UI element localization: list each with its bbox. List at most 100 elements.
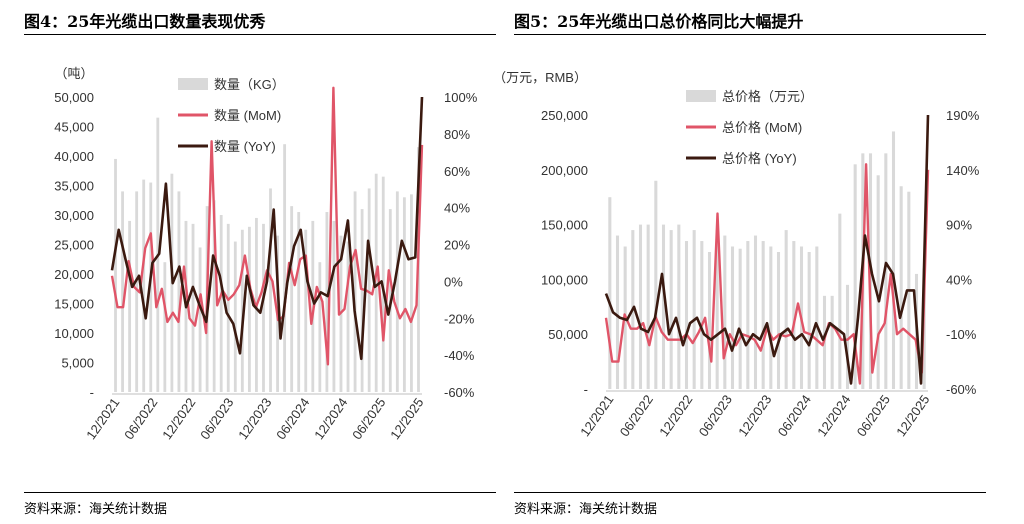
- bar-quantity: [318, 262, 322, 392]
- y-left-tick-label: -: [90, 385, 94, 400]
- bar-quantity: [395, 191, 399, 392]
- x-tick-label: 06/2024: [273, 395, 312, 442]
- y-left-tick-label: 100,000: [541, 272, 588, 287]
- bar-quantity: [669, 230, 673, 389]
- x-tick-label: 12/2025: [893, 392, 932, 439]
- bar-quantity: [730, 246, 735, 389]
- x-tick-label: 12/2023: [235, 395, 274, 442]
- y-left-tick-label: 45,000: [54, 120, 94, 135]
- line-yoy: [604, 114, 930, 385]
- y-right-tick-label: -60%: [946, 382, 977, 397]
- bar-quantity: [715, 230, 719, 389]
- bar-quantity: [247, 226, 251, 392]
- bar-quantity: [353, 191, 357, 392]
- x-tick-label: 12/2024: [311, 395, 350, 442]
- x-tick-label: 06/2022: [617, 392, 656, 439]
- bar-quantity: [769, 246, 773, 389]
- bar-quantity: [262, 223, 265, 392]
- x-tick-label: 12/2025: [387, 395, 426, 442]
- legend-swatch-bar: [178, 78, 208, 90]
- legend-label: 总价格（万元）: [722, 89, 813, 104]
- source-rule: [514, 492, 986, 493]
- y-left-tick-label: 50,000: [548, 327, 588, 342]
- bar-quantity: [646, 224, 650, 389]
- y-right-tick-label: -10%: [946, 327, 977, 342]
- y-right-tick-label: 100%: [444, 90, 478, 105]
- y-left-tick-label: 250,000: [541, 108, 588, 123]
- y-left-tick-label: 30,000: [54, 208, 94, 223]
- bar-quantity: [661, 224, 666, 389]
- bar-quantity: [163, 262, 167, 392]
- bar-quantity: [402, 197, 406, 392]
- bar-quantity: [304, 229, 308, 392]
- x-tick-label: 12/2024: [814, 392, 853, 439]
- bar-quantity: [346, 241, 350, 392]
- bar-quantity: [135, 191, 139, 392]
- x-tick-label: 12/2022: [656, 392, 695, 439]
- bar-quantity: [838, 213, 842, 389]
- bar-quantity: [226, 223, 230, 392]
- line-yoy: [110, 96, 424, 361]
- bar-quantity: [177, 191, 181, 392]
- bar-quantity: [884, 153, 888, 389]
- x-tick-label: 06/2025: [854, 392, 893, 439]
- bar-quantity: [191, 223, 195, 392]
- source-note: 资料来源：海关统计数据: [24, 502, 168, 517]
- y-right-tick-label: -60%: [444, 385, 475, 400]
- bar-quantity: [269, 188, 272, 392]
- bar-quantity: [654, 180, 658, 389]
- y-left-tick-label: 35,000: [54, 179, 94, 194]
- bar-quantity: [608, 197, 612, 389]
- bar-quantity: [360, 209, 364, 392]
- y-left-tick-label: 5,000: [61, 356, 94, 371]
- y-right-tick-label: 90%: [946, 218, 972, 233]
- x-tick-label: 12/2022: [159, 395, 198, 442]
- figure-4-chart: （吨） - 5,000 10,000 15,000 20,000 25,000 30,000 3…: [54, 66, 478, 442]
- bar-quantity: [219, 215, 223, 392]
- bar-quantity: [776, 252, 781, 389]
- source-note: 资料来源：海关统计数据: [514, 502, 658, 517]
- legend-label: 总价格 (MoM): [722, 120, 802, 135]
- bar-quantity: [815, 246, 819, 389]
- y-left-tick-label: 20,000: [54, 267, 94, 282]
- y-right-tick-label: 40%: [444, 201, 470, 216]
- bar-quantity: [638, 224, 643, 389]
- y-right-tick-label: 80%: [444, 127, 470, 142]
- bar-quantity: [700, 241, 704, 389]
- legend-label: 总价格 (YoY): [722, 151, 797, 166]
- x-tick-label: 06/2023: [696, 392, 735, 439]
- x-tick-label: 12/2023: [735, 392, 774, 439]
- bar-quantity: [121, 191, 124, 392]
- figure-title: 图4：25年光缆出口数量表现优秀: [24, 12, 266, 31]
- bar-quantity: [830, 295, 834, 389]
- x-tick-label: 06/2024: [775, 392, 814, 439]
- bar-quantity: [891, 131, 896, 389]
- bar-quantity: [876, 175, 880, 389]
- y-right-tick-label: -40%: [444, 348, 475, 363]
- bar-quantity: [684, 241, 689, 389]
- y-right-tick-label: 140%: [946, 163, 980, 178]
- y-left-tick-label: 10,000: [54, 326, 94, 341]
- bar-quantity: [761, 241, 765, 389]
- bar-quantity: [615, 235, 620, 389]
- bar-quantity: [723, 235, 727, 389]
- y-left-unit-label: （万元，RMB）: [493, 70, 587, 85]
- bar-quantity: [332, 220, 336, 392]
- bar-quantity: [283, 144, 287, 392]
- figure-4-panel: 图4：25年光缆出口数量表现优秀 （吨） - 5,000 10,000 15,000 20…: [24, 0, 512, 524]
- bar-quantity: [845, 284, 850, 389]
- figure-5-panel: 图5：25年光缆出口总价格同比大幅提升 （万元，RMB） - 50,000 100,0…: [493, 0, 1002, 524]
- legend-swatch-bar: [686, 90, 716, 102]
- bar-quantity: [374, 173, 378, 392]
- bar-quantity: [114, 158, 117, 392]
- figure-title: 图5：25年光缆出口总价格同比大幅提升: [514, 12, 804, 31]
- bar-quantity: [807, 252, 811, 389]
- y-left-tick-label: 15,000: [54, 297, 94, 312]
- y-right-tick-label: 20%: [444, 238, 470, 253]
- bar-quantity: [899, 186, 903, 389]
- bar-quantity: [240, 229, 244, 392]
- bar-quantity: [753, 235, 758, 389]
- bar-quantity: [233, 241, 237, 392]
- title-rule: [514, 34, 986, 35]
- bar-quantity: [297, 212, 301, 392]
